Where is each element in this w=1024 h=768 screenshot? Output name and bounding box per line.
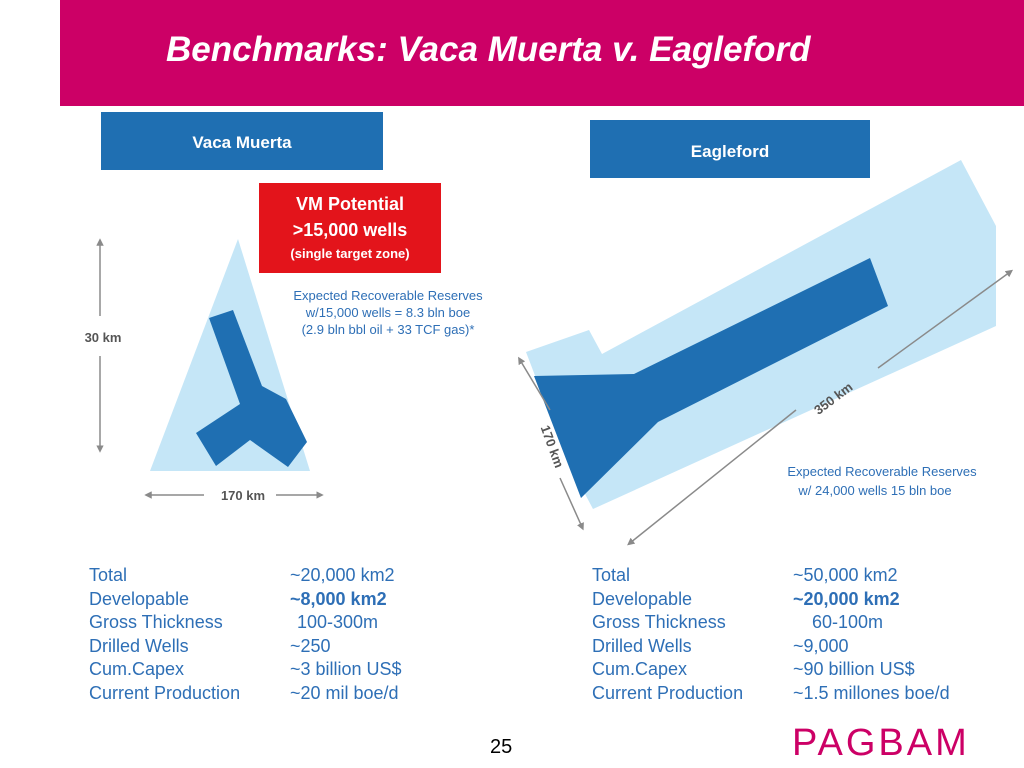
vm-reserves-line3: (2.9 bln bbl oil + 33 TCF gas)* [302, 322, 475, 337]
stat-label: Developable [89, 588, 190, 609]
ef-width-dimension-bottom [559, 477, 584, 531]
stat-value: 100-300m [297, 612, 379, 633]
page-number: 25 [490, 736, 513, 758]
vaca-muerta-header: Vaca Muerta [192, 133, 292, 152]
stat-label: Gross Thickness [592, 612, 726, 633]
benchmark-diagram: Vaca Muerta VM Potential >15,000 wells (… [85, 112, 1014, 546]
stat-value: ~1.5 millones boe/d [793, 682, 950, 703]
vaca-muerta-developable-area [196, 310, 307, 467]
vm-reserves-line2: w/15,000 wells = 8.3 bln boe [305, 305, 470, 320]
stat-value: ~8,000 km2 [290, 588, 387, 609]
stat-value: ~50,000 km2 [793, 565, 898, 585]
stat-row: Drilled Wells ~9,000 [592, 635, 992, 659]
stat-value: ~20,000 km2 [793, 588, 900, 609]
stat-row: Gross Thickness 60-100m [592, 611, 992, 635]
ef-length-dimension-lower [627, 409, 797, 546]
ef-reserves-line1: Expected Recoverable Reserves [787, 464, 977, 479]
stat-label: Total [89, 565, 128, 585]
stat-row: Cum.Capex ~90 billion US$ [592, 658, 992, 682]
title-bar [60, 0, 1024, 106]
stat-row: Current Production ~1.5 millones boe/d [592, 682, 992, 706]
ef-length-dimension-upper [877, 269, 1014, 369]
eagleford-header-box [590, 120, 870, 178]
stat-label: Current Production [89, 682, 241, 703]
stat-label: Drilled Wells [592, 635, 692, 656]
vaca-muerta-stats: Total ~20,000 km2 Developable ~8,000 km2… [89, 564, 469, 706]
stat-label: Drilled Wells [89, 635, 189, 656]
stat-row: Cum.Capex ~3 billion US$ [89, 658, 469, 682]
vm-potential-line2: >15,000 wells [293, 220, 408, 240]
stat-row: Total ~50,000 km2 [592, 564, 992, 588]
vm-vertical-label: 30 km [85, 330, 122, 345]
stat-row: Gross Thickness 100-300m [89, 611, 469, 635]
stat-label: Gross Thickness [89, 612, 223, 633]
stat-value: 60-100m [812, 612, 884, 633]
vaca-muerta-header-box [101, 112, 383, 170]
stat-row: Current Production ~20 mil boe/d [89, 682, 469, 706]
slide-title: Benchmarks: Vaca Muerta v. Eagleford [166, 30, 811, 69]
stat-row: Developable ~20,000 km2 [592, 588, 992, 612]
ef-width-dimension-top [518, 356, 551, 411]
stat-value: ~250 [290, 635, 331, 656]
stat-row: Total ~20,000 km2 [89, 564, 469, 588]
eagleford-stats: Total ~50,000 km2 Developable ~20,000 km… [592, 564, 992, 706]
eagleford-header: Eagleford [691, 142, 769, 161]
eagleford-developable-area [534, 258, 888, 498]
stat-value: ~20 mil boe/d [290, 682, 399, 703]
stat-label: Current Production [592, 682, 744, 703]
stat-label: Developable [592, 588, 693, 609]
vm-reserves-line1: Expected Recoverable Reserves [293, 288, 483, 303]
pagbam-logo: PAGBAM [792, 722, 970, 764]
stat-row: Drilled Wells ~250 [89, 635, 469, 659]
vm-potential-line3: (single target zone) [290, 246, 409, 261]
vm-horizontal-label: 170 km [221, 488, 265, 503]
vm-potential-box [259, 183, 441, 273]
ef-reserves-line2: w/ 24,000 wells 15 bln boe [797, 483, 951, 498]
stat-label: Cum.Capex [592, 659, 688, 680]
stat-value: ~90 billion US$ [793, 659, 915, 680]
vm-potential-line1: VM Potential [296, 194, 404, 214]
stat-label: Total [592, 565, 631, 585]
stat-value: ~3 billion US$ [290, 659, 402, 680]
stat-row: Developable ~8,000 km2 [89, 588, 469, 612]
stat-label: Cum.Capex [89, 659, 185, 680]
stat-value: ~9,000 [793, 635, 849, 656]
slide-content: Vaca Muerta VM Potential >15,000 wells (… [78, 106, 1018, 716]
stat-value: ~20,000 km2 [290, 565, 395, 585]
